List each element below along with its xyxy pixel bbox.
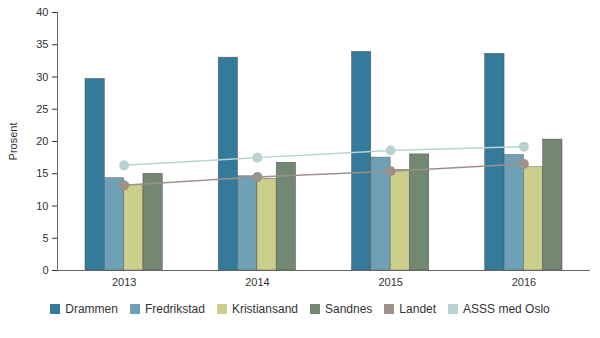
html-text:Landet: Landet: [399, 302, 437, 316]
svg-text:15: 15: [36, 167, 48, 179]
html-text:ASSS med Oslo: ASSS med Oslo: [463, 302, 550, 316]
svg-text:20: 20: [36, 135, 48, 147]
svg-text:2014: 2014: [245, 276, 269, 288]
svg-text:0: 0: [42, 264, 48, 276]
svg-text:35: 35: [36, 38, 48, 50]
svg-text:25: 25: [36, 103, 48, 115]
svg-text:2016: 2016: [512, 276, 536, 288]
html-text:Drammen: Drammen: [65, 302, 118, 316]
svg-text:2015: 2015: [378, 276, 402, 288]
svg-text:5: 5: [42, 232, 48, 244]
html-text:Sandnes: Sandnes: [325, 302, 373, 316]
html-text:Fredrikstad: Fredrikstad: [144, 302, 205, 316]
svg-text:10: 10: [36, 200, 48, 212]
svg-text:Prosent: Prosent: [7, 123, 19, 161]
html-text:Kristiansand: Kristiansand: [231, 302, 298, 316]
svg-text:40: 40: [36, 6, 48, 18]
svg-text:30: 30: [36, 71, 48, 83]
svg-text:2013: 2013: [112, 276, 136, 288]
